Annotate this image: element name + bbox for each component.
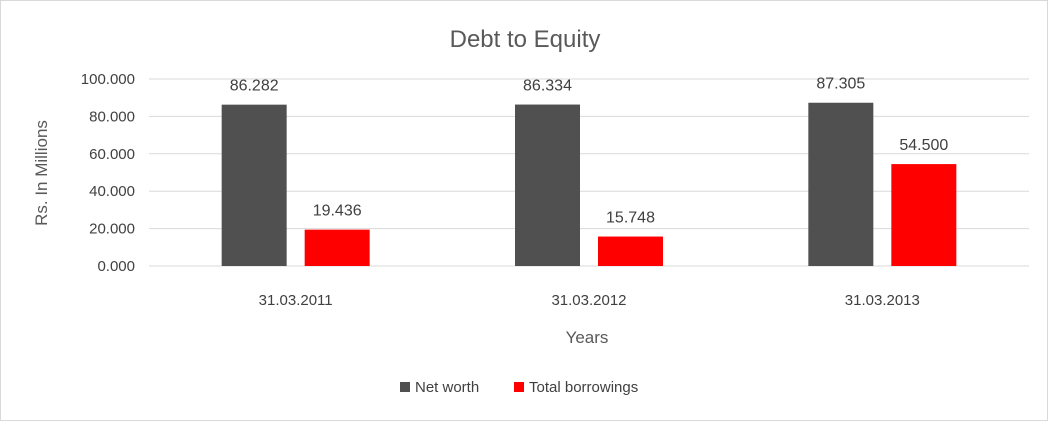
bar — [598, 236, 663, 266]
bar — [808, 102, 874, 266]
y-axis-title: Rs. In Millions — [32, 120, 51, 226]
x-category-label: 31.03.2012 — [551, 292, 626, 309]
legend-item-label: Net worth — [415, 379, 479, 396]
y-tick-label: 0.000 — [97, 258, 135, 275]
bar — [515, 104, 580, 266]
data-label: 15.748 — [606, 210, 655, 227]
data-labels: 86.282 19.436 86.334 15.748 87.305 54.500 — [230, 76, 949, 227]
bar — [891, 164, 957, 266]
data-label: 86.334 — [523, 78, 572, 95]
legend-item-label: Total borrowings — [529, 379, 638, 396]
y-tick-label: 60.000 — [89, 146, 135, 163]
y-tick-label: 40.000 — [89, 183, 135, 200]
x-category-label: 31.03.2011 — [259, 292, 333, 309]
legend-swatch — [400, 382, 410, 392]
y-axis-ticks: 0.000 20.000 40.000 60.000 80.000 100.000 — [81, 71, 135, 275]
data-label: 86.282 — [230, 78, 279, 95]
legend: Net worth Total borrowings — [400, 379, 638, 396]
data-label: 87.305 — [816, 76, 865, 93]
x-axis-title: Years — [566, 328, 609, 347]
y-tick-label: 80.000 — [89, 108, 135, 125]
gridlines — [149, 78, 1029, 267]
y-tick-label: 20.000 — [89, 221, 135, 238]
x-category-label: 31.03.2013 — [845, 292, 920, 309]
bar — [221, 104, 287, 267]
y-tick-label: 100.000 — [81, 71, 135, 88]
bar — [304, 229, 370, 266]
data-label: 19.436 — [313, 203, 362, 220]
bars — [221, 102, 957, 267]
chart-title: Debt to Equity — [450, 26, 601, 53]
legend-swatch — [514, 382, 524, 392]
data-label: 54.500 — [899, 137, 948, 154]
x-axis-categories: 31.03.2011 31.03.2012 31.03.2013 — [259, 292, 920, 309]
